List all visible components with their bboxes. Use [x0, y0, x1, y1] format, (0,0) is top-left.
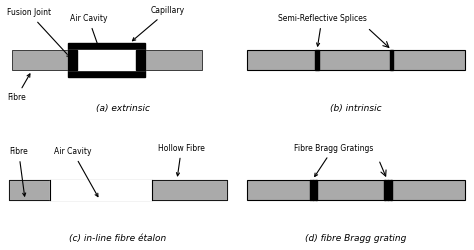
Bar: [390, 50, 393, 70]
Bar: [384, 180, 386, 200]
Bar: [11, 50, 73, 70]
Bar: [136, 50, 145, 70]
Text: Hollow Fibre: Hollow Fibre: [158, 144, 205, 176]
Bar: [68, 70, 145, 77]
Bar: [247, 180, 465, 200]
Bar: [390, 180, 392, 200]
Bar: [68, 50, 77, 70]
Text: Fibre: Fibre: [7, 74, 30, 102]
Bar: [9, 180, 50, 200]
Text: Air Cavity: Air Cavity: [54, 147, 98, 196]
Bar: [315, 50, 319, 70]
Text: Capillary: Capillary: [132, 6, 185, 41]
Text: Semi-Reflective Splices: Semi-Reflective Splices: [278, 14, 366, 46]
Bar: [152, 180, 227, 200]
Bar: [68, 50, 145, 70]
Text: Fibre: Fibre: [9, 147, 28, 196]
Text: Air Cavity: Air Cavity: [70, 14, 107, 66]
Bar: [387, 180, 389, 200]
Bar: [312, 180, 314, 200]
Text: Fibre Bragg Gratings: Fibre Bragg Gratings: [293, 144, 373, 176]
Bar: [310, 180, 311, 200]
Bar: [141, 50, 202, 70]
Bar: [50, 180, 152, 200]
Text: Fusion Joint: Fusion Joint: [7, 8, 70, 57]
Bar: [315, 180, 317, 200]
Bar: [68, 43, 145, 50]
Bar: [9, 180, 227, 200]
Text: (b) intrinsic: (b) intrinsic: [330, 104, 382, 113]
Text: (a) extrinsic: (a) extrinsic: [96, 104, 150, 113]
Bar: [247, 50, 465, 70]
Text: (d) fibre Bragg grating: (d) fibre Bragg grating: [305, 234, 407, 243]
Text: (c) in-line fibre étalon: (c) in-line fibre étalon: [69, 234, 167, 243]
